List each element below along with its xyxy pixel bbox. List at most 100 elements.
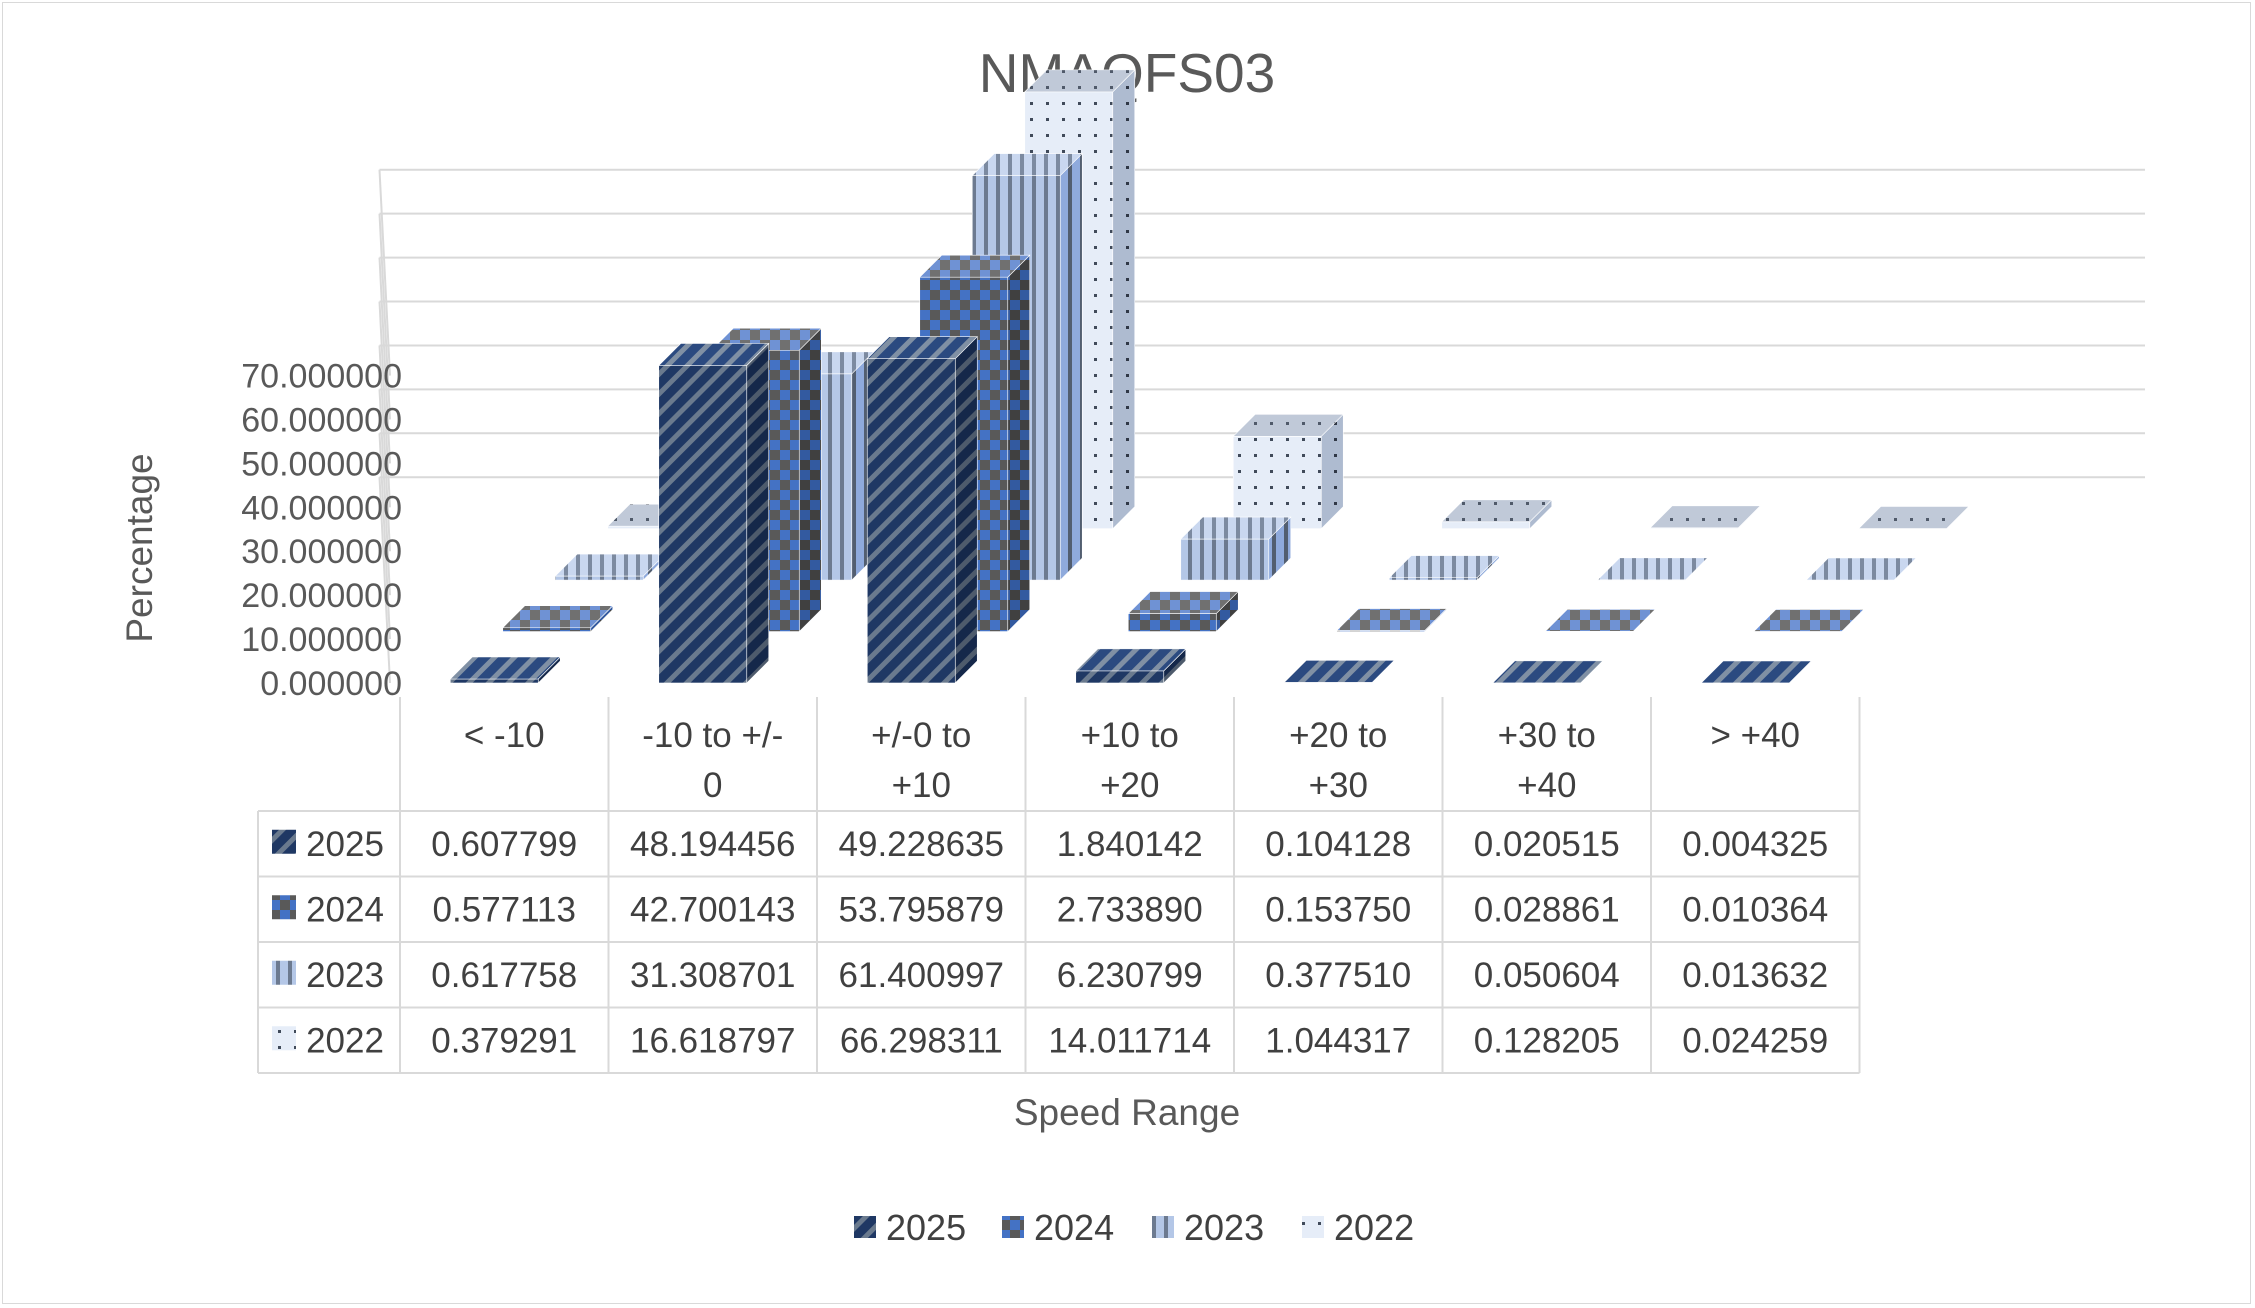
table-cell: 0.104128 — [1265, 825, 1411, 864]
bar-top — [866, 336, 978, 359]
bar-front — [1441, 521, 1531, 529]
gridline-side — [378, 433, 391, 640]
bar-top — [1180, 516, 1292, 540]
legend-swatch — [1002, 1216, 1024, 1238]
legend-label: 2023 — [1184, 1207, 1264, 1248]
bar-2023-10 — [554, 553, 666, 581]
legend: 2025 2024 2023 2022 — [854, 1207, 1414, 1248]
bar-2023-20-to-30 — [1388, 554, 1500, 581]
bar-2022-10-to-20 — [1232, 413, 1344, 530]
y-tick-label: 30.000000 — [241, 533, 402, 571]
table-cell: 0.379291 — [431, 1021, 577, 1060]
bar-side — [1007, 254, 1031, 633]
bar-2024-40 — [1753, 608, 1865, 633]
bar-2024-10 — [502, 605, 614, 633]
table-cell: 14.011714 — [1048, 1021, 1211, 1060]
table-cell: 0.050604 — [1474, 956, 1620, 995]
bar-top — [1232, 414, 1344, 437]
y-axis-title: Percentage — [119, 453, 160, 642]
table-cell: 0.020515 — [1474, 825, 1620, 864]
legend-swatch — [1302, 1216, 1324, 1238]
bar-2025-10-to-20 — [1075, 648, 1187, 684]
category-label: < -10 — [464, 716, 545, 755]
bar-top — [449, 656, 561, 680]
table-cell: 66.298311 — [840, 1021, 1003, 1060]
bar-front — [866, 358, 956, 684]
bar-front — [1075, 670, 1165, 684]
y-tick-label: 60.000000 — [241, 401, 402, 439]
legend-label: 2022 — [1334, 1207, 1414, 1248]
y-tick-label: 0.000000 — [260, 665, 402, 703]
category-label: 0 — [703, 766, 722, 805]
table-cell: 48.194456 — [630, 825, 795, 864]
bar-2023-40 — [1805, 557, 1917, 581]
gridline-side — [378, 301, 391, 508]
category-label: +/-0 to — [871, 716, 971, 755]
category-label: > +40 — [1710, 716, 1800, 755]
bar-top — [1388, 555, 1500, 578]
series-key-swatch — [272, 829, 296, 854]
table-cell: 0.377510 — [1265, 956, 1411, 995]
category-label: +30 to — [1498, 716, 1596, 755]
bar-2025-10-to-0 — [658, 342, 770, 684]
bar-front — [1388, 577, 1478, 581]
bar-top — [1805, 557, 1917, 581]
bar-top — [1492, 660, 1604, 684]
table-cell: 0.153750 — [1265, 890, 1411, 929]
gridline-side — [378, 477, 391, 684]
category-label: +40 — [1517, 766, 1576, 805]
category-label: +10 — [892, 766, 951, 805]
gridline-side — [378, 345, 391, 552]
table-cell: 0.013632 — [1682, 956, 1828, 995]
bar-front — [554, 575, 644, 581]
table-cell: 0.617758 — [431, 956, 577, 995]
gridline-side — [378, 213, 391, 420]
table-cell: 0.028861 — [1474, 890, 1620, 929]
series-key-swatch — [272, 1026, 296, 1051]
bar-2022-30-to-40 — [1649, 505, 1761, 530]
bar-front — [1180, 538, 1270, 581]
bar-front — [1232, 436, 1322, 529]
category-label: +20 — [1100, 766, 1159, 805]
bar-2023-30-to-40 — [1597, 557, 1709, 581]
bar-side — [746, 342, 770, 684]
series-key-label: 2022 — [306, 1021, 384, 1060]
table-cell: 0.024259 — [1682, 1021, 1828, 1060]
bar-side — [798, 327, 822, 633]
bar-top — [1544, 609, 1656, 632]
table-cell: 0.010364 — [1682, 890, 1828, 929]
table-cell: 49.228635 — [839, 825, 1004, 864]
series-key-label: 2023 — [306, 956, 384, 995]
bar-top — [1700, 660, 1812, 684]
table-cell: 0.577113 — [433, 890, 576, 929]
table-cell: 0.128205 — [1474, 1021, 1620, 1060]
x-axis-title: Speed Range — [1014, 1092, 1240, 1133]
bar-top — [1441, 499, 1553, 523]
legend-swatch — [1152, 1216, 1174, 1238]
category-label: +20 to — [1289, 716, 1387, 755]
bar-top — [1753, 609, 1865, 632]
y-tick-label: 10.000000 — [241, 621, 402, 659]
gridline-side — [378, 169, 391, 376]
data-table: < -10 -10 to +/- 0 +/-0 to +10 +10 to +20 +20 t… — [257, 697, 1861, 1074]
bar-top — [1075, 648, 1187, 672]
bar-2025-40 — [1700, 660, 1812, 684]
y-tick-label: 50.000000 — [241, 445, 402, 483]
bar-front — [658, 365, 748, 684]
bar-2024-30-to-40 — [1544, 608, 1656, 633]
gridline-side — [378, 389, 391, 596]
bar-2024-10-to-20 — [1127, 590, 1239, 633]
bar-2025-0-to-10 — [866, 335, 978, 684]
bar-2022-20-to-30 — [1441, 499, 1553, 530]
bar-side — [954, 335, 978, 684]
table-cell: 61.400997 — [839, 956, 1004, 995]
legend-swatch — [854, 1216, 876, 1238]
bar-2025-30-to-40 — [1492, 660, 1604, 684]
y-tick-label: 70.000000 — [241, 358, 402, 396]
table-cell: 53.795879 — [839, 890, 1004, 929]
bar-top — [1024, 69, 1136, 93]
series-key-swatch — [272, 895, 296, 920]
bar-top — [1858, 506, 1970, 529]
bar-front — [449, 678, 539, 684]
category-label: +30 — [1309, 766, 1368, 805]
